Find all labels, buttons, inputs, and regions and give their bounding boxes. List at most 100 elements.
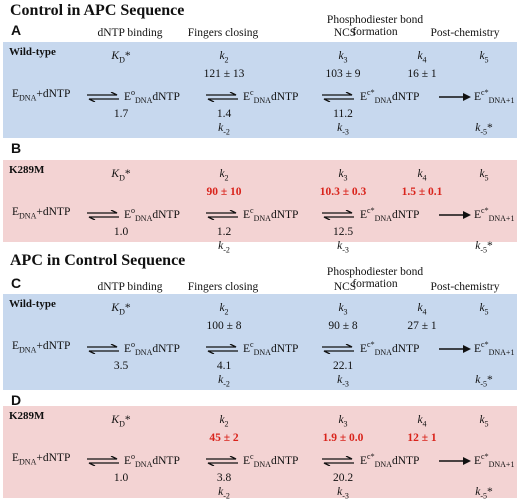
species-eo-dna-dntp: EoDNAdNTP bbox=[124, 88, 180, 106]
k4-symbol: k4 bbox=[417, 168, 427, 183]
k2-value: 121 ± 13 bbox=[203, 68, 245, 80]
species-ec-star-dna-n1: Ec*DNA+1 bbox=[474, 88, 515, 106]
stage-ncs: NCS bbox=[333, 27, 357, 39]
k4-symbol: k4 bbox=[417, 50, 427, 65]
stage-dntp-binding: dNTP binding bbox=[97, 27, 163, 39]
stage-dntp-binding-2: dNTP binding bbox=[97, 281, 163, 293]
panel-letter-d: D bbox=[11, 392, 22, 408]
stage-fingers-closing-2: Fingers closing bbox=[187, 281, 259, 293]
k-3-value: 11.2 bbox=[333, 108, 353, 120]
stage-ncs-2: NCS bbox=[333, 281, 357, 293]
species-ec-star-dna-dntp: Ec*DNAdNTP bbox=[360, 88, 420, 106]
k2-symbol: k2 bbox=[219, 168, 229, 183]
k5-symbol: k5 bbox=[479, 302, 489, 317]
equilibrium-arrow-3 bbox=[322, 456, 354, 466]
k-3-value: 12.5 bbox=[332, 226, 354, 238]
k4-symbol: k4 bbox=[417, 414, 427, 429]
k3-symbol: k3 bbox=[338, 414, 348, 429]
stage-post-chemistry-2: Post-chemistry bbox=[430, 281, 500, 293]
k4-value: 27 ± 1 bbox=[407, 320, 437, 332]
forward-arrow bbox=[439, 93, 471, 101]
k5-symbol: k5 bbox=[479, 168, 489, 183]
enzyme-label: K289M bbox=[9, 164, 45, 176]
equilibrium-arrow-2 bbox=[206, 92, 238, 102]
k-3-value: 20.2 bbox=[332, 472, 354, 484]
k-3-value: 22.1 bbox=[332, 360, 354, 372]
k-5-symbol: k-5* bbox=[475, 374, 493, 389]
k-2-value: 1.4 bbox=[216, 108, 232, 120]
panel-letter-a: A bbox=[11, 22, 22, 38]
k3-value: 10.3 ± 0.3 bbox=[319, 186, 367, 198]
species-ec-star-dna-dntp: Ec*DNAdNTP bbox=[360, 452, 420, 470]
k-2-value: 4.1 bbox=[216, 360, 232, 372]
enzyme-label: Wild-type bbox=[9, 46, 56, 58]
species-eo-dna-dntp: EoDNAdNTP bbox=[124, 340, 180, 358]
species-ec-star-dna-dntp: Ec*DNAdNTP bbox=[360, 206, 420, 224]
kd-value: 1.0 bbox=[113, 226, 129, 238]
k2-symbol: k2 bbox=[219, 414, 229, 429]
k4-value: 12 ± 1 bbox=[407, 432, 437, 444]
enzyme-label: K289M bbox=[9, 410, 45, 422]
k-2-symbol: k-2 bbox=[218, 122, 230, 137]
k3-value: 90 ± 8 bbox=[328, 320, 358, 332]
forward-arrow bbox=[439, 345, 471, 353]
panel-c bbox=[3, 294, 517, 390]
equilibrium-arrow-3 bbox=[322, 92, 354, 102]
k2-value: 100 ± 8 bbox=[206, 320, 242, 332]
k2-value: 90 ± 10 bbox=[206, 186, 242, 198]
equilibrium-arrow-1 bbox=[87, 456, 119, 466]
kd-value: 3.5 bbox=[113, 360, 129, 372]
species-ec-star-dna-n1: Ec*DNA+1 bbox=[474, 452, 515, 470]
kd-symbol: KD* bbox=[111, 414, 131, 429]
stage-phosphodiester-2: Phosphodiester bond formation bbox=[326, 266, 424, 290]
species-ec-star-dna-n1: Ec*DNA+1 bbox=[474, 206, 515, 224]
stage-phosphodiester: Phosphodiester bond formation bbox=[326, 14, 424, 38]
k-2-symbol: k-2 bbox=[218, 374, 230, 389]
k-3-symbol: k-3 bbox=[337, 486, 349, 500]
k-2-symbol: k-2 bbox=[218, 486, 230, 500]
panel-d bbox=[3, 406, 517, 498]
species-ec-dna-dntp: EcDNAdNTP bbox=[243, 452, 299, 470]
section-title-control-in-apc: Control in APC Sequence bbox=[10, 2, 185, 19]
species-e-dna-dntp: EDNA+dNTP bbox=[12, 206, 71, 221]
forward-arrow bbox=[439, 457, 471, 465]
equilibrium-arrow-2 bbox=[206, 456, 238, 466]
enzyme-label: Wild-type bbox=[9, 298, 56, 310]
k4-value: 1.5 ± 0.1 bbox=[401, 186, 443, 198]
k2-symbol: k2 bbox=[219, 302, 229, 317]
k3-value: 1.9 ± 0.0 bbox=[322, 432, 364, 444]
panel-b bbox=[3, 160, 517, 242]
equilibrium-arrow-1 bbox=[87, 210, 119, 220]
k2-symbol: k2 bbox=[219, 50, 229, 65]
k-3-symbol: k-3 bbox=[337, 374, 349, 389]
k-5-symbol: k-5* bbox=[475, 486, 493, 500]
panel-letter-c: C bbox=[11, 275, 22, 291]
forward-arrow bbox=[439, 211, 471, 219]
stage-post-chemistry: Post-chemistry bbox=[430, 27, 500, 39]
kd-symbol: KD* bbox=[111, 50, 131, 65]
species-e-dna-dntp: EDNA+dNTP bbox=[12, 452, 71, 467]
equilibrium-arrow-1 bbox=[87, 344, 119, 354]
panel-letter-b: B bbox=[11, 140, 22, 156]
k3-symbol: k3 bbox=[338, 50, 348, 65]
equilibrium-arrow-1 bbox=[87, 92, 119, 102]
k-5-symbol: k-5* bbox=[475, 122, 493, 137]
species-ec-dna-dntp: EcDNAdNTP bbox=[243, 206, 299, 224]
species-e-dna-dntp: EDNA+dNTP bbox=[12, 340, 71, 355]
kd-value: 1.7 bbox=[113, 108, 129, 120]
equilibrium-arrow-2 bbox=[206, 344, 238, 354]
k-3-symbol: k-3 bbox=[337, 122, 349, 137]
k-3-symbol: k-3 bbox=[337, 240, 349, 255]
k3-symbol: k3 bbox=[338, 302, 348, 317]
k-2-value: 1.2 bbox=[216, 226, 232, 238]
k4-value: 16 ± 1 bbox=[407, 68, 437, 80]
kd-symbol: KD* bbox=[111, 168, 131, 183]
k4-symbol: k4 bbox=[417, 302, 427, 317]
k3-symbol: k3 bbox=[338, 168, 348, 183]
equilibrium-arrow-3 bbox=[322, 210, 354, 220]
species-ec-dna-dntp: EcDNAdNTP bbox=[243, 340, 299, 358]
species-ec-star-dna-dntp: Ec*DNAdNTP bbox=[360, 340, 420, 358]
k2-value: 45 ± 2 bbox=[209, 432, 239, 444]
species-ec-star-dna-n1: Ec*DNA+1 bbox=[474, 340, 515, 358]
k5-symbol: k5 bbox=[479, 50, 489, 65]
